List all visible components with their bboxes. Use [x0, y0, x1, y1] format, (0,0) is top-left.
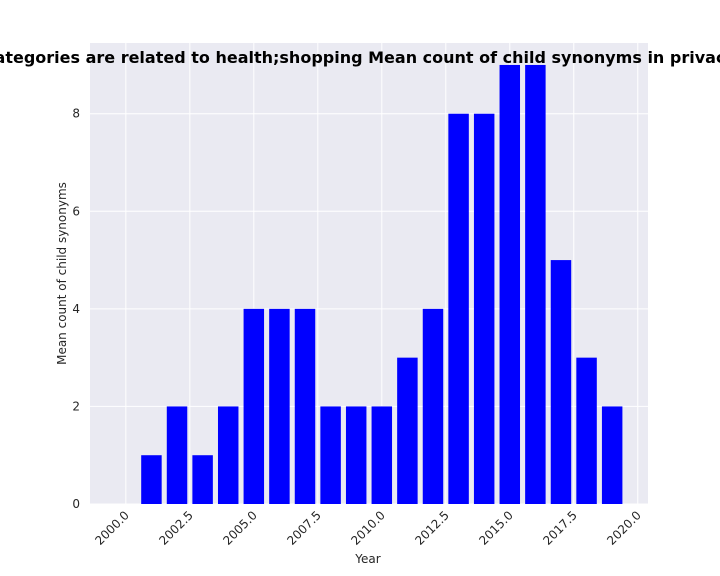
bar: [141, 455, 162, 504]
y-tick-label: 2: [72, 399, 80, 413]
x-tick-label: 2007.5: [284, 508, 324, 548]
x-tick-label: 2020.0: [604, 508, 644, 548]
bar: [422, 308, 444, 504]
y-tick-label: 4: [72, 302, 80, 316]
x-tick-label: 2000.0: [92, 508, 132, 548]
x-tick-label: 2017.5: [540, 508, 580, 548]
bar: [576, 357, 597, 504]
bar: [550, 260, 572, 504]
x-tick-label: 2002.5: [156, 508, 196, 548]
x-tick-label: 2015.0: [476, 508, 516, 548]
bar: [371, 406, 393, 504]
bars: [141, 64, 623, 505]
bar: [320, 406, 341, 504]
bar: [166, 406, 188, 504]
y-axis-label: Mean count of child synonyms: [55, 182, 69, 365]
x-tick-label: 2010.0: [348, 508, 388, 548]
y-tick-labels: 0 2 4 6 8: [72, 107, 80, 511]
y-tick-label: 6: [72, 204, 80, 218]
bar: [499, 64, 521, 504]
y-tick-label: 8: [72, 107, 80, 121]
x-tick-label: 2012.5: [412, 508, 452, 548]
bar: [473, 113, 495, 505]
bar: [217, 406, 239, 504]
bar: [448, 113, 469, 505]
bar: [601, 406, 623, 504]
chart-title: Domain categories are related to health;…: [0, 48, 720, 67]
x-tick-label: 2005.0: [220, 508, 260, 548]
bar: [269, 308, 290, 504]
bar: [397, 357, 418, 504]
x-tick-labels: 2000.0 2002.5 2005.0 2007.5 2010.0 2012.5 2015…: [92, 508, 644, 548]
bar: [345, 406, 367, 504]
bar: [192, 455, 213, 504]
bar: [294, 308, 316, 504]
bar: [243, 308, 265, 504]
y-tick-label: 0: [72, 497, 80, 511]
x-axis-label: Year: [354, 552, 380, 566]
bar: [525, 64, 546, 504]
